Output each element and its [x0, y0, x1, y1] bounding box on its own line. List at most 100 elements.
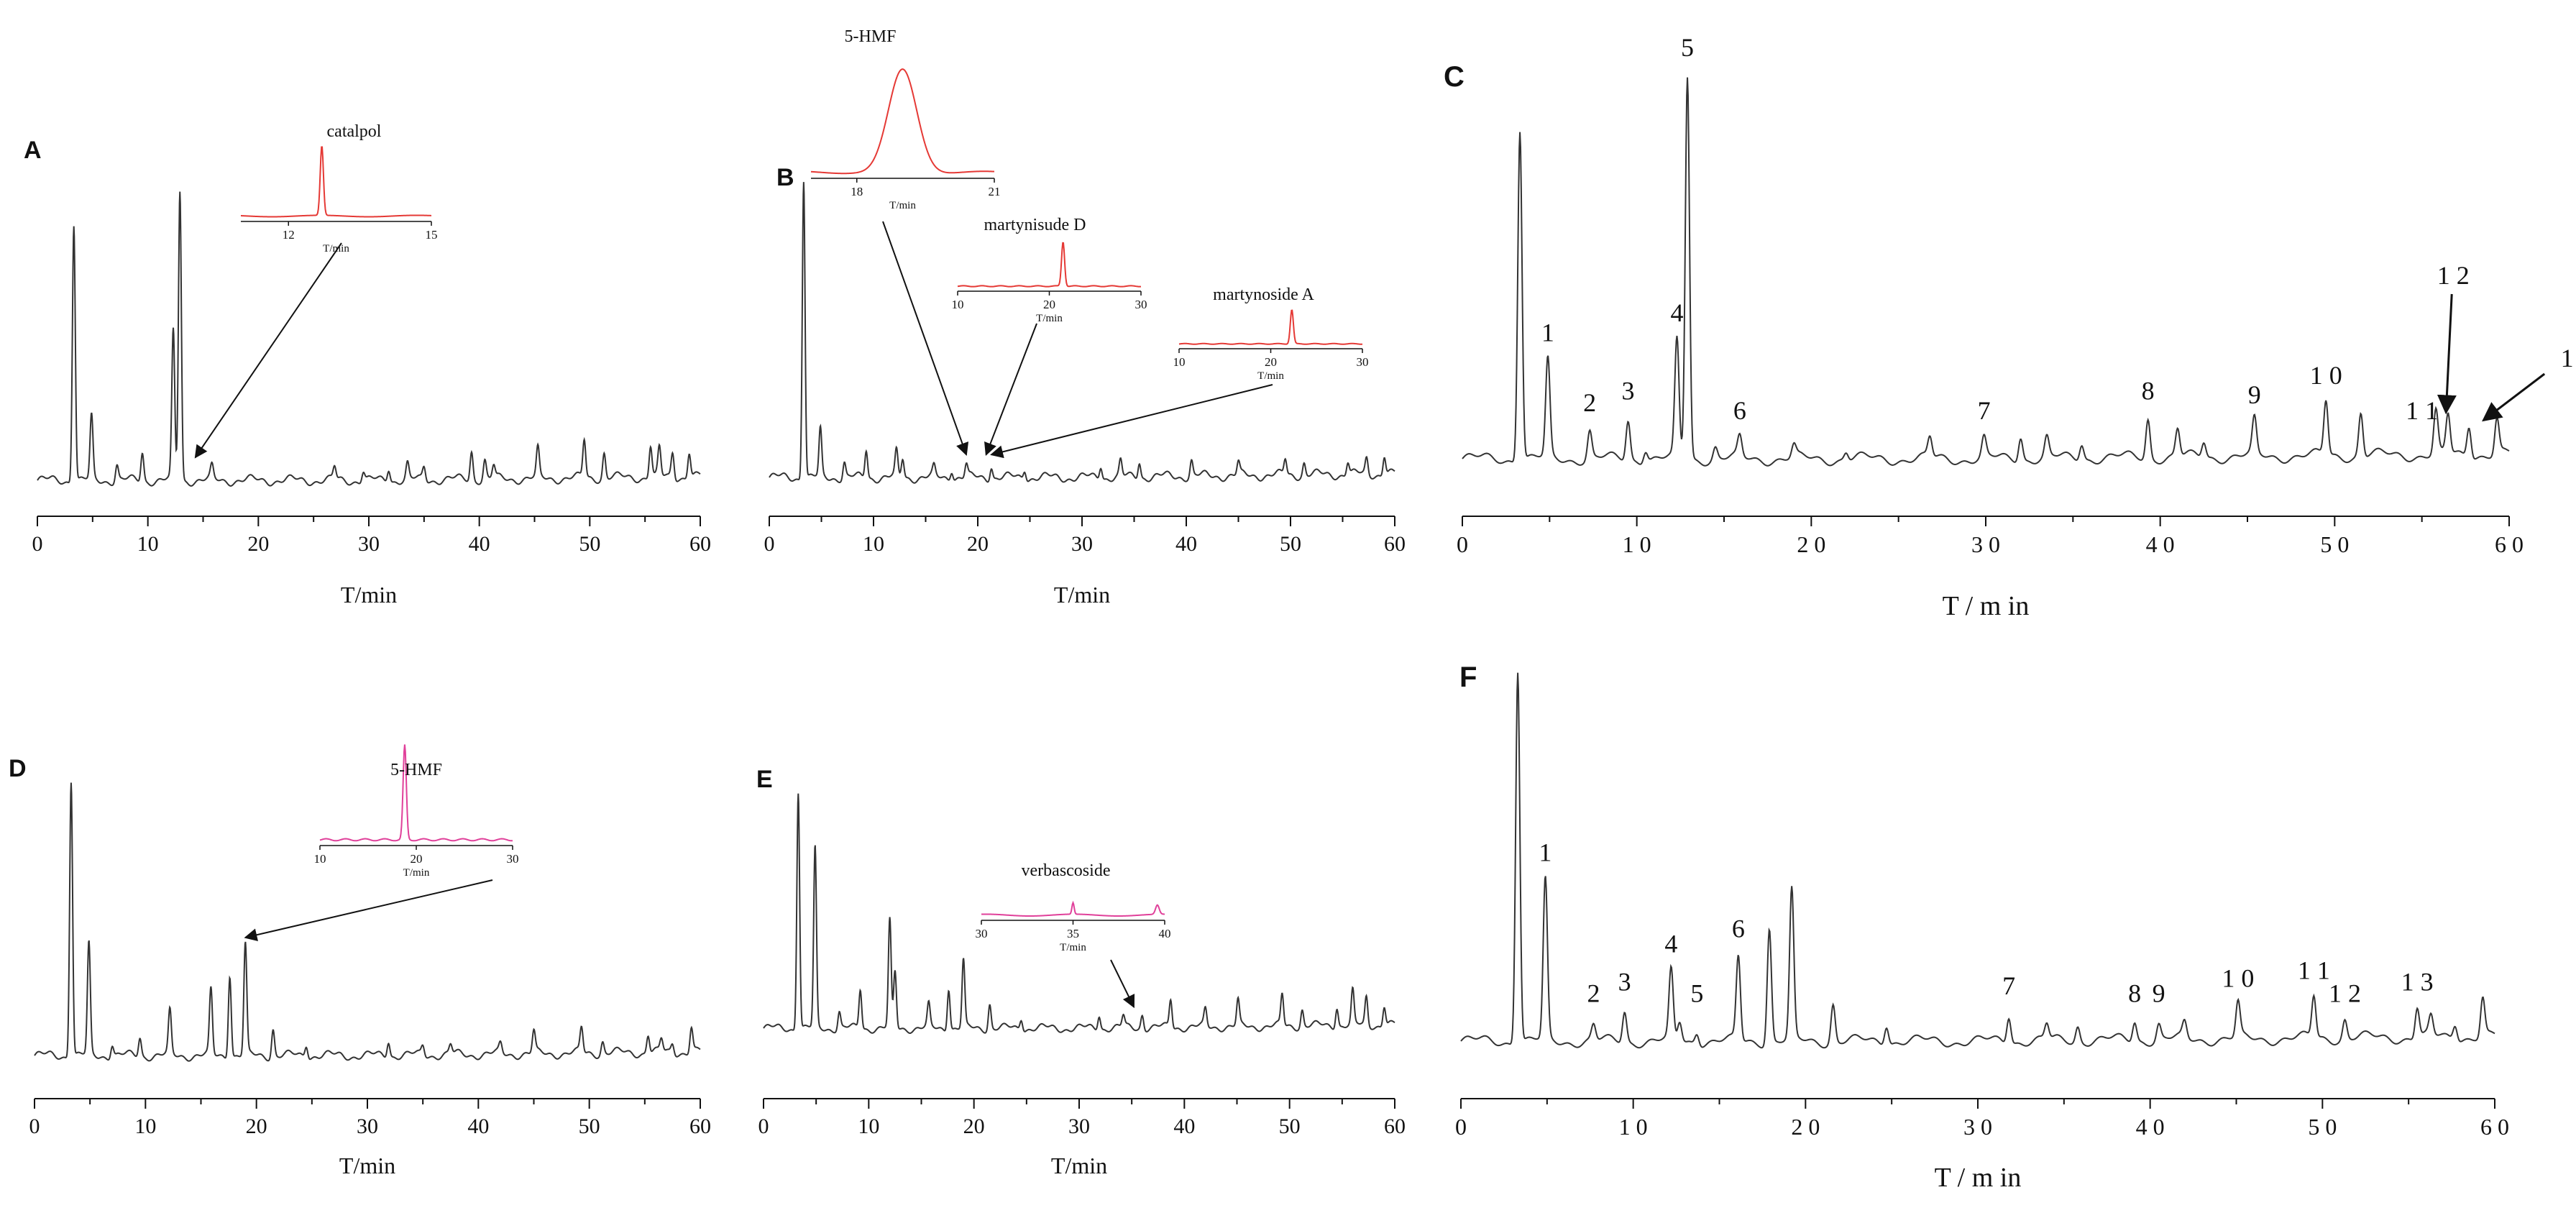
peak-label: 5: [1690, 979, 1703, 1008]
inset-title: 5-HMF: [390, 761, 442, 779]
inset-title: catalpol: [327, 122, 382, 141]
x-tick-label: 0: [1457, 531, 1468, 557]
inset-martynisude-d: 10 20 30 T/min martynisude D: [952, 216, 1147, 456]
inset-martynoside-a: 10 20 30 T/min martynoside A: [990, 285, 1369, 459]
x-axis-c: 0 1 0 2 0 3 0 4 0 5 0 6 0: [1457, 516, 2524, 557]
peak-label: 1 1: [2406, 396, 2438, 425]
inset-arrow: [194, 242, 342, 459]
inset-axis-title: T/min: [1060, 942, 1086, 953]
inset-title: martynisude D: [984, 216, 1086, 234]
chromatogram-trace-e: [763, 793, 1395, 1034]
x-tick-label: 30: [1071, 532, 1093, 556]
x-tick-label: 30: [358, 532, 380, 556]
inset-axis-title: T/min: [1257, 370, 1284, 382]
peak-label: 1 0: [2222, 963, 2254, 992]
peak-label: 7: [2002, 971, 2015, 1000]
peak-arrow: [2482, 372, 2546, 422]
inset-axis-title: T/min: [1036, 313, 1063, 324]
x-tick-label: 50: [579, 532, 600, 556]
x-tick-label: 50: [1280, 532, 1301, 556]
x-axis-f: 0 1 0 2 0 3 0 4 0 5 0 6 0: [1455, 1098, 2509, 1140]
inset-trace: [810, 68, 995, 175]
inset-trace: [319, 744, 513, 842]
inset-tick-label: 20: [411, 852, 423, 866]
inset-axis-title: T/min: [403, 867, 430, 879]
peak-label: 8: [2128, 979, 2141, 1008]
x-tick-label: 1 0: [1623, 531, 1651, 557]
panel-label-f: F: [1459, 661, 1477, 693]
panel-label-e: E: [756, 766, 773, 793]
x-tick-label: 10: [134, 1114, 156, 1138]
peak-label: 9: [2153, 979, 2165, 1008]
inset-tick-label: 30: [507, 852, 519, 866]
x-tick-label: 0: [1455, 1114, 1467, 1140]
x-tick-label: 20: [967, 532, 989, 556]
chromatogram-trace-d: [34, 782, 701, 1062]
x-axis-title: T/min: [339, 1153, 395, 1178]
x-tick-label: 60: [689, 532, 711, 556]
peak-label: 1 3: [2561, 344, 2576, 372]
panel-d: D 0 10 20 30 40 50 60 T/min 10 20 30 T/min 5-HMF: [9, 744, 711, 1178]
x-tick-label: 6 0: [2480, 1114, 2509, 1140]
panel-e: E 0 10 20 30 40 50 60 T/min 30 35 40 T/min verbascosi…: [756, 766, 1406, 1178]
peak-label: 1 2: [2329, 979, 2361, 1008]
peak-label: 1 2: [2437, 261, 2470, 290]
inset-catalpol: 12 15 T/min catalpol: [194, 122, 438, 459]
x-tick-label: 20: [963, 1114, 985, 1138]
x-tick-label: 30: [357, 1114, 378, 1138]
x-axis-e: 0 10 20 30 40 50 60: [758, 1098, 1406, 1138]
peak-label: 4: [1664, 930, 1677, 958]
x-tick-label: 30: [1068, 1114, 1090, 1138]
x-tick-label: 3 0: [1963, 1114, 1992, 1140]
inset-arrow: [1110, 959, 1135, 1009]
x-tick-label: 5 0: [2320, 531, 2349, 557]
x-axis-b: 0 10 20 30 40 50 60: [764, 516, 1406, 556]
peak-label: 2: [1587, 979, 1600, 1008]
x-tick-label: 1 0: [1619, 1114, 1648, 1140]
inset-tick-label: 21: [989, 185, 1001, 198]
x-tick-label: 10: [863, 532, 884, 556]
x-tick-label: 2 0: [1797, 531, 1825, 557]
peak-label: 2: [1583, 388, 1596, 417]
chromatogram-trace-a: [37, 191, 701, 487]
peak-label: 1 0: [2310, 361, 2342, 390]
x-tick-label: 6 0: [2495, 531, 2524, 557]
x-tick-label: 60: [1384, 532, 1406, 556]
inset-tick-label: 20: [1043, 298, 1055, 311]
chromatogram-trace-b: [769, 182, 1395, 484]
inset-trace: [240, 146, 432, 218]
inset-tick-label: 10: [952, 298, 964, 311]
inset-5-hmf: 18 21 T/min 5-HMF: [810, 27, 1001, 456]
inset-trace: [1178, 309, 1363, 345]
x-tick-label: 0: [764, 532, 775, 556]
inset-arrow: [882, 221, 969, 456]
inset-title: martynoside A: [1213, 285, 1314, 304]
x-tick-label: 50: [1279, 1114, 1301, 1138]
peak-label: 1: [1541, 318, 1554, 347]
peak-label: 5: [1681, 33, 1694, 62]
panel-label-c: C: [1444, 61, 1465, 93]
inset-arrow: [984, 323, 1037, 456]
x-tick-label: 4 0: [2136, 1114, 2165, 1140]
inset-tick-label: 10: [314, 852, 326, 866]
inset-arrow: [244, 879, 493, 942]
x-tick-label: 4 0: [2146, 531, 2175, 557]
x-tick-label: 40: [1175, 532, 1197, 556]
peak-label: 3: [1618, 968, 1631, 997]
x-tick-label: 20: [246, 1114, 267, 1138]
inset-trace: [981, 900, 1165, 917]
peak-arrow: [2437, 293, 2457, 415]
x-tick-label: 20: [247, 532, 269, 556]
inset-tick-label: 10: [1173, 355, 1186, 369]
inset-tick-label: 40: [1159, 927, 1171, 940]
peak-label: 4: [1670, 298, 1683, 327]
x-tick-label: 40: [467, 1114, 489, 1138]
inset-tick-label: 30: [1135, 298, 1147, 311]
x-tick-label: 2 0: [1791, 1114, 1820, 1140]
x-axis-a: 0 10 20 30 40 50 60: [32, 516, 711, 556]
x-tick-label: 10: [858, 1114, 879, 1138]
peak-label: 1 1: [2298, 956, 2330, 985]
